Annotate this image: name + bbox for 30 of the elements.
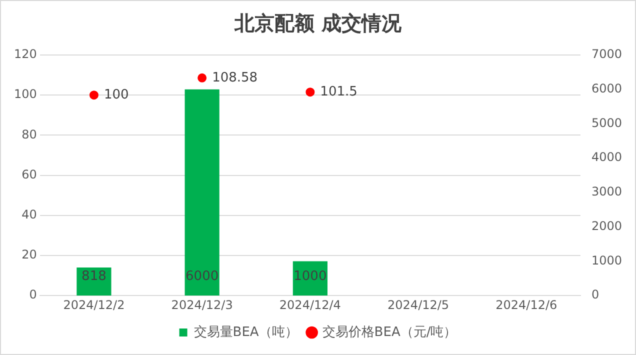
y-tick-label: 80 [22, 127, 37, 142]
data-label: 818 [82, 268, 106, 284]
y-tick-label: 0 [29, 288, 37, 302]
x-tick-label: 2024/12/2 [63, 298, 125, 312]
y-tick-label: 20 [22, 248, 37, 262]
y2-tick-label: 4000 [591, 150, 622, 164]
y-tick-label: 60 [22, 167, 37, 182]
y2-tick-label: 7000 [591, 47, 622, 62]
y-tick-label: 120 [14, 47, 37, 62]
y2-tick-label: 6000 [591, 81, 622, 96]
y2-tick-label: 1000 [591, 253, 622, 268]
data-label: 1000 [294, 268, 327, 284]
x-tick-label: 2024/12/4 [279, 298, 341, 312]
data-label: 100 [104, 87, 129, 102]
x-tick-label: 2024/12/3 [171, 298, 233, 312]
data-label: 101.5 [320, 84, 358, 100]
y2-tick-label: 5000 [591, 116, 622, 130]
chart-title: 北京配额 成交情况 [234, 11, 402, 36]
bar [184, 89, 220, 296]
x-tick-label: 2024/12/5 [388, 298, 450, 312]
y-tick-label: 40 [22, 208, 37, 222]
y2-tick-label: 2000 [591, 218, 622, 233]
y-tick-label: 100 [14, 87, 37, 102]
data-label: 108.58 [212, 70, 258, 86]
legend-label: 交易量BEA（吨） [194, 324, 298, 340]
x-tick-label: 2024/12/6 [496, 298, 558, 312]
y2-tick-label: 3000 [591, 184, 622, 199]
data-label: 6000 [186, 268, 219, 284]
y2-tick-label: 0 [591, 288, 600, 302]
legend-label: 交易价格BEA（元/吨） [322, 324, 457, 340]
